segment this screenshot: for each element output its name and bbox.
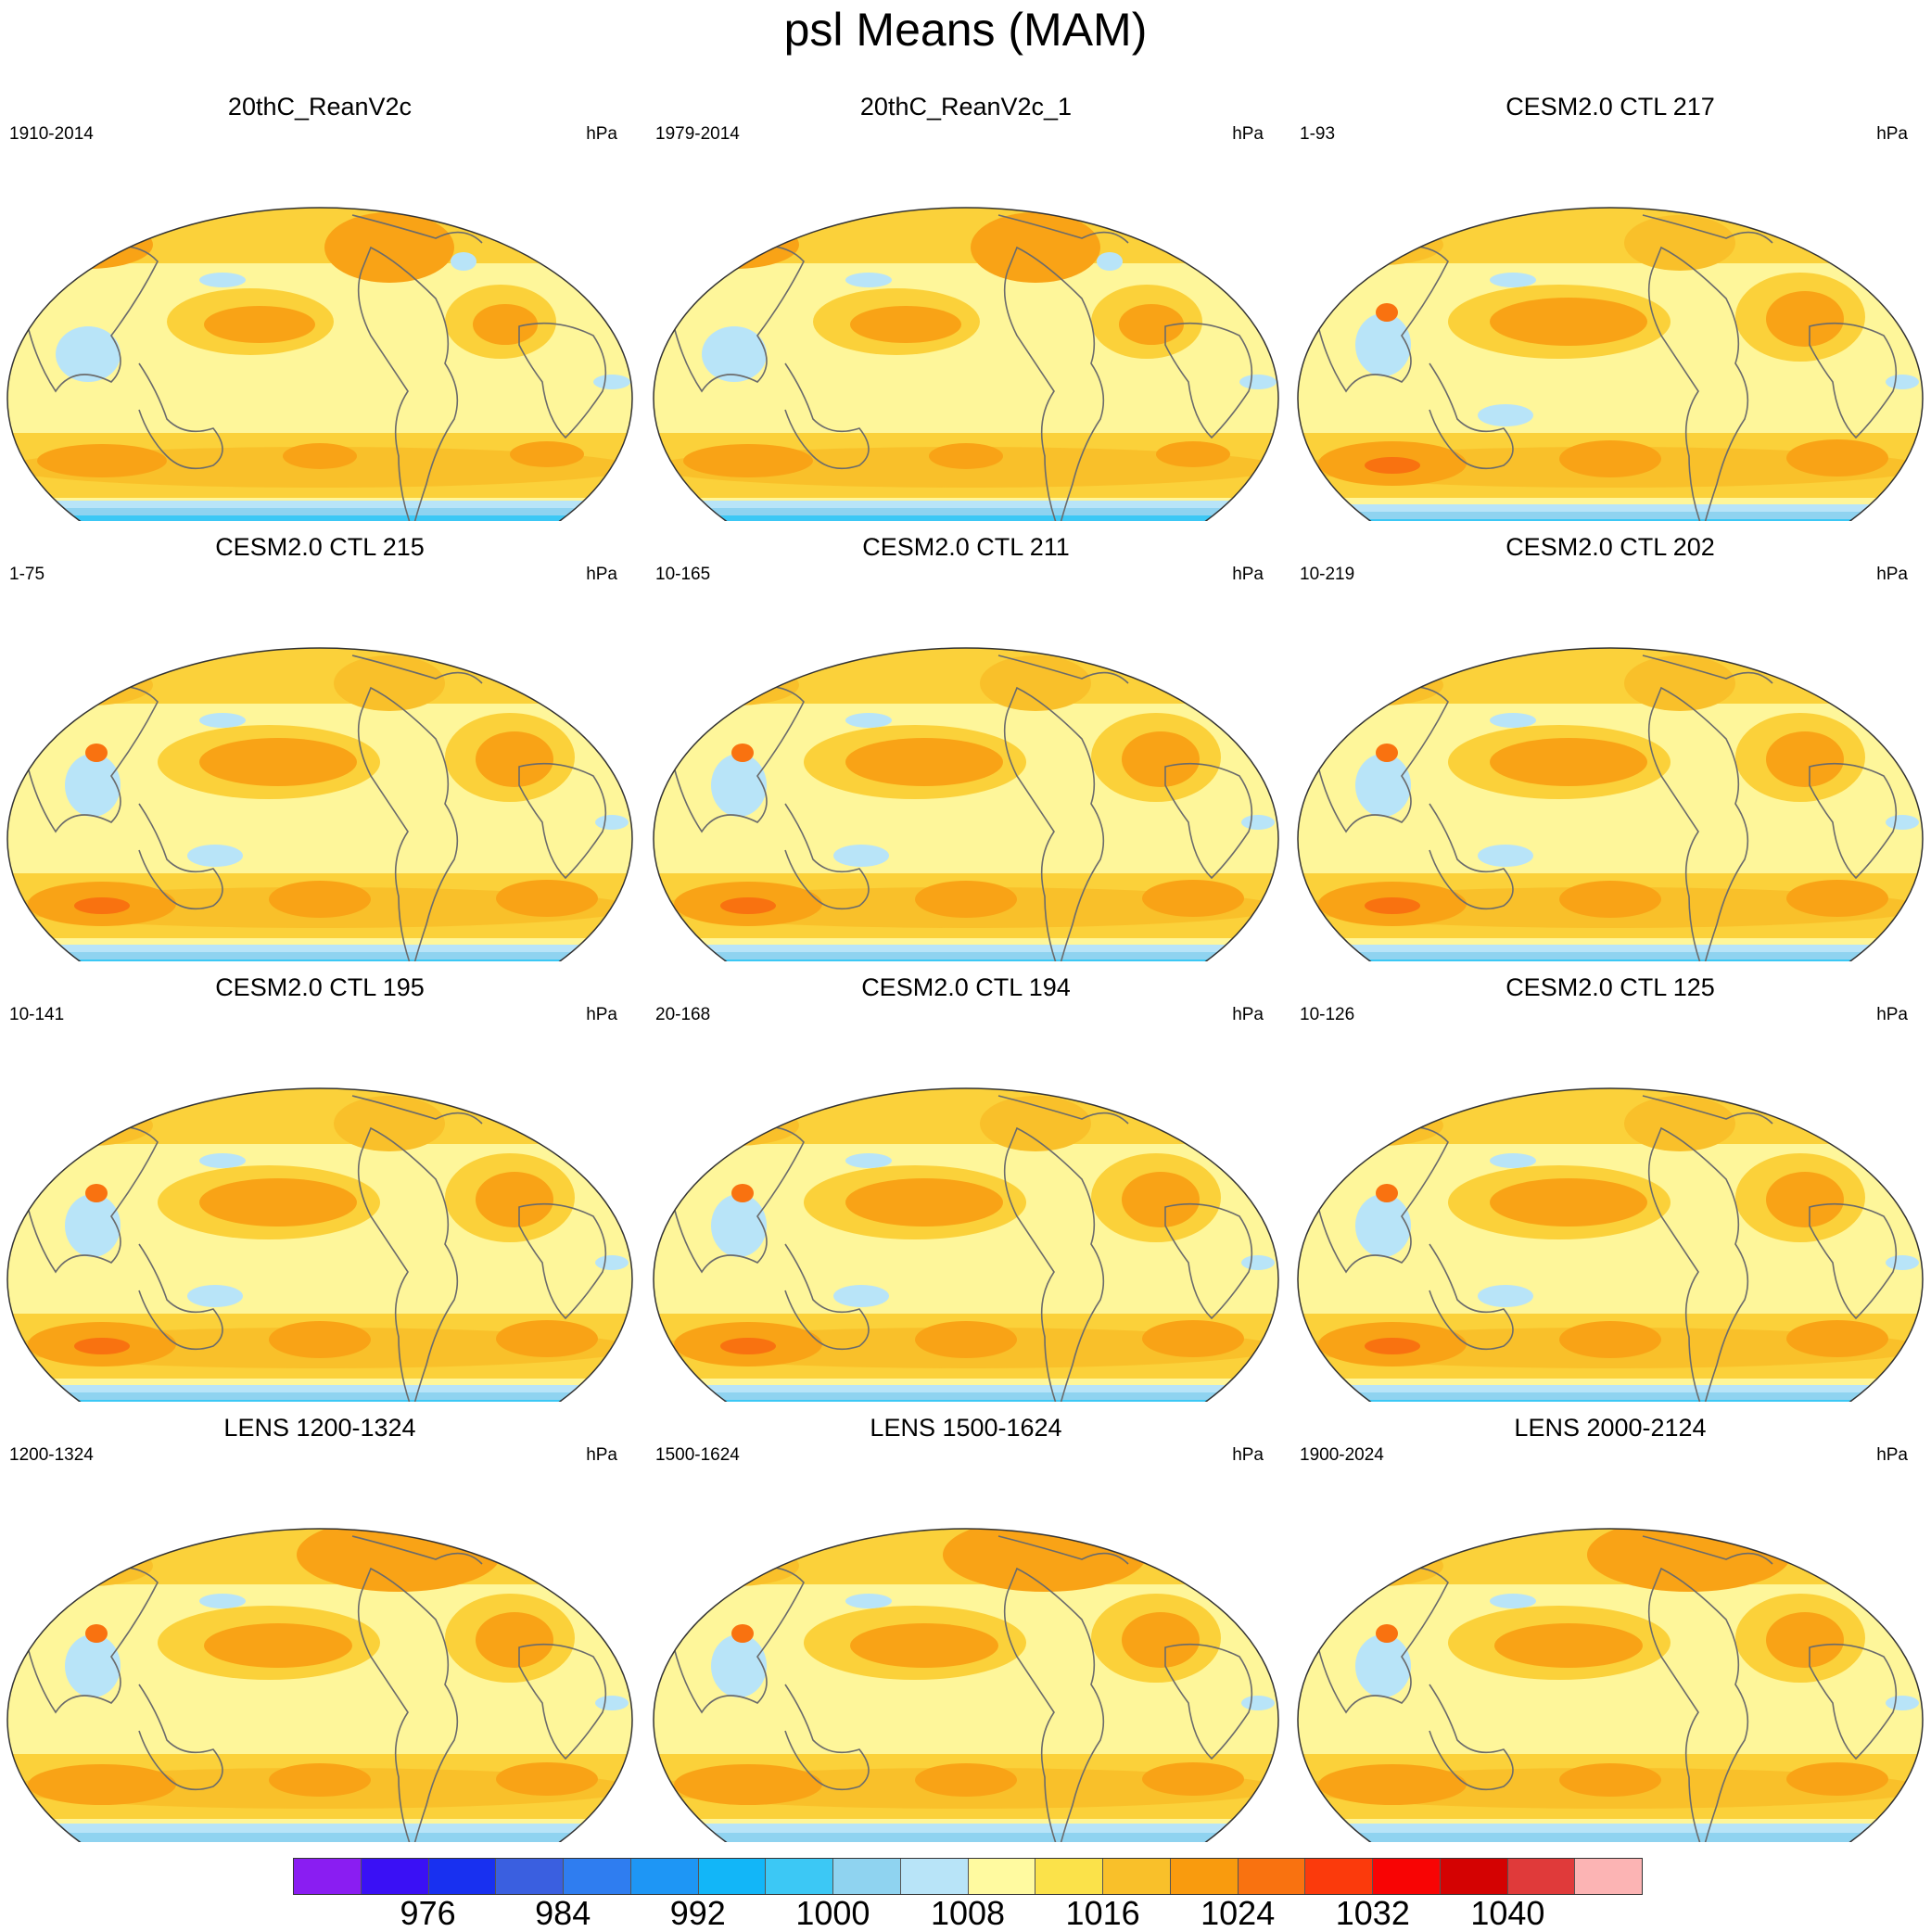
psl-map	[0, 966, 640, 1402]
colorbar-box	[496, 1859, 564, 1894]
colorbar-box	[630, 1859, 699, 1894]
colorbar-box	[564, 1859, 631, 1894]
colorbar-box	[968, 1859, 1036, 1894]
colorbar-tick-label: 1032	[1335, 1894, 1410, 1932]
colorbar-box	[1103, 1859, 1171, 1894]
panel-units: hPa	[1232, 124, 1264, 144]
panel-title: CESM2.0 CTL 125	[1505, 973, 1715, 1001]
map-panel: CESM2.0 CTL 194 20-168 hPa	[646, 966, 1286, 1402]
panel-units: hPa	[1876, 1445, 1908, 1465]
psl-map	[0, 1406, 640, 1842]
colorbar-box	[1035, 1859, 1103, 1894]
panel-period: 1500-1624	[655, 1445, 740, 1465]
map-panel: LENS 1200-1324 1200-1324 hPa	[0, 1406, 640, 1842]
psl-map	[1290, 85, 1930, 521]
panel-period: 1200-1324	[9, 1445, 94, 1465]
psl-map	[646, 526, 1286, 961]
colorbar-tick-label: 1040	[1470, 1894, 1545, 1932]
colorbar-box	[900, 1859, 969, 1894]
psl-map	[1290, 1406, 1930, 1842]
map-panel: CESM2.0 CTL 217 1-93 hPa	[1290, 85, 1930, 521]
panel-title: LENS 1500-1624	[870, 1414, 1062, 1442]
panel-title: CESM2.0 CTL 195	[215, 973, 425, 1001]
colorbar-box	[1238, 1859, 1306, 1894]
psl-map	[646, 966, 1286, 1402]
colorbar-tick-label: 976	[400, 1894, 456, 1932]
panel-units: hPa	[586, 565, 617, 584]
map-panel: CESM2.0 CTL 202 10-219 hPa	[1290, 526, 1930, 961]
colorbar-box	[361, 1859, 429, 1894]
colorbar	[293, 1858, 1643, 1895]
panel-units: hPa	[1232, 1445, 1264, 1465]
colorbar-tick-label: 1000	[795, 1894, 870, 1932]
map-panel: CESM2.0 CTL 211 10-165 hPa	[646, 526, 1286, 961]
panel-title: LENS 1200-1324	[223, 1414, 416, 1442]
panel-title: 20thC_ReanV2c	[227, 93, 413, 121]
panel-title: CESM2.0 CTL 194	[861, 973, 1071, 1001]
psl-map	[646, 85, 1286, 521]
panel-units: hPa	[1232, 565, 1264, 584]
panel-period: 1-93	[1300, 124, 1336, 144]
psl-map	[0, 526, 640, 961]
colorbar-tick-label: 992	[669, 1894, 726, 1932]
colorbar-tick-label: 1008	[930, 1894, 1006, 1932]
psl-map	[0, 85, 640, 521]
colorbar-box	[833, 1859, 901, 1894]
map-panel: LENS 2000-2124 1900-2024 hPa	[1290, 1406, 1930, 1842]
psl-map	[646, 1406, 1286, 1842]
panel-period: 1910-2014	[9, 124, 94, 144]
colorbar-box	[1440, 1859, 1508, 1894]
panel-period: 20-168	[655, 1005, 711, 1024]
colorbar-tick-label: 1016	[1065, 1894, 1140, 1932]
colorbar-box	[1507, 1859, 1576, 1894]
colorbar-tick-label: 1024	[1201, 1894, 1276, 1932]
colorbar-box	[294, 1859, 362, 1894]
map-panel: 20thC_ReanV2c_1 1979-2014 hPa	[646, 85, 1286, 521]
colorbar-box	[698, 1859, 767, 1894]
map-panel: LENS 1500-1624 1500-1624 hPa	[646, 1406, 1286, 1842]
colorbar-box	[1170, 1859, 1239, 1894]
colorbar-tick-label: 984	[535, 1894, 591, 1932]
panel-title: CESM2.0 CTL 211	[862, 533, 1070, 561]
panel-title: CESM2.0 CTL 217	[1505, 93, 1715, 121]
panel-title: LENS 2000-2124	[1514, 1414, 1707, 1442]
figure-title: psl Means (MAM)	[783, 4, 1148, 56]
panel-units: hPa	[1876, 124, 1908, 144]
psl-map	[1290, 966, 1930, 1402]
panel-units: hPa	[586, 124, 617, 144]
panel-period: 1979-2014	[655, 124, 740, 144]
panel-period: 10-165	[655, 565, 711, 584]
panel-title: CESM2.0 CTL 202	[1505, 533, 1715, 561]
panel-units: hPa	[1232, 1005, 1264, 1024]
colorbar-box	[1575, 1859, 1642, 1894]
map-panel: 20thC_ReanV2c 1910-2014 hPa	[0, 85, 640, 521]
panel-period: 1900-2024	[1300, 1445, 1384, 1465]
panel-period: 10-126	[1300, 1005, 1355, 1024]
psl-map	[1290, 526, 1930, 961]
colorbar-box	[1305, 1859, 1373, 1894]
colorbar-box	[766, 1859, 833, 1894]
panel-units: hPa	[1876, 565, 1908, 584]
panel-units: hPa	[586, 1005, 617, 1024]
map-panel: CESM2.0 CTL 195 10-141 hPa	[0, 966, 640, 1402]
colorbar-box	[1373, 1859, 1441, 1894]
panel-title: CESM2.0 CTL 215	[215, 533, 425, 561]
map-panel: CESM2.0 CTL 125 10-126 hPa	[1290, 966, 1930, 1402]
panel-title: 20thC_ReanV2c_1	[859, 93, 1073, 121]
panel-period: 1-75	[9, 565, 45, 584]
map-panel: CESM2.0 CTL 215 1-75 hPa	[0, 526, 640, 961]
colorbar-box	[428, 1859, 497, 1894]
panel-units: hPa	[1876, 1005, 1908, 1024]
panel-units: hPa	[586, 1445, 617, 1465]
panel-period: 10-141	[9, 1005, 65, 1024]
panel-period: 10-219	[1300, 565, 1355, 584]
